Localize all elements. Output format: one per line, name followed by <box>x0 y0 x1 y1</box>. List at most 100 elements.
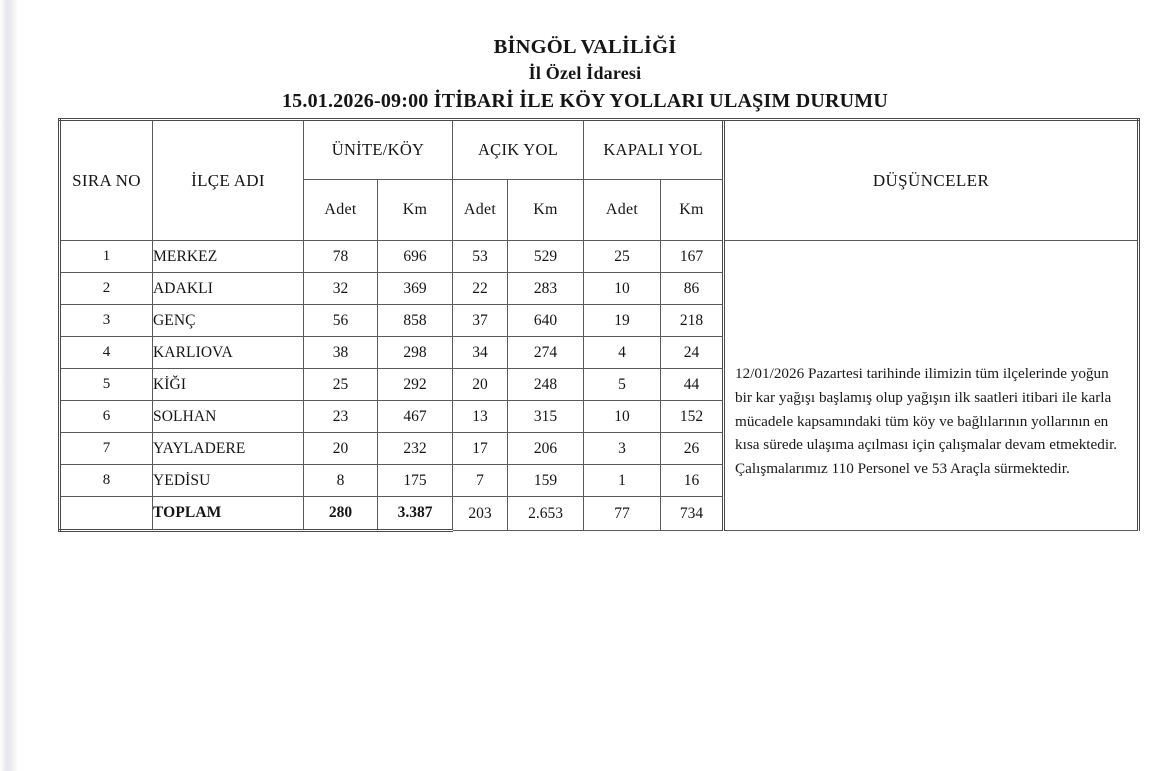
cell-acik-km: 529 <box>507 240 585 273</box>
cell-sira-no: 3 <box>58 304 153 337</box>
cell-acik-adet: 13 <box>452 400 509 433</box>
table-row: 4 KARLIOVA 38 298 34 274 4 24 <box>58 336 1139 369</box>
cell-ilce-adi: YAYLADERE <box>152 432 304 465</box>
cell-ilce-adi: KİĞI <box>152 368 304 401</box>
header-row-secondary: Adet Km Adet Km Adet Km <box>60 179 1139 241</box>
cell-kapali-adet: 25 <box>583 240 662 273</box>
cell-acik-adet: 37 <box>452 304 509 337</box>
table-row: 1 MERKEZ 78 696 53 529 25 167 12/01/2026… <box>58 240 1141 531</box>
cell-total-acik-adet: 203 <box>452 496 509 531</box>
cell-ilce-adi: YEDİSU <box>152 464 304 497</box>
cell-acik-adet: 53 <box>452 240 509 273</box>
cell-ilce-adi: ADAKLI <box>152 272 304 305</box>
title-line-organization: BİNGÖL VALİLİĞİ <box>493 36 677 58</box>
cell-acik-adet: 20 <box>452 368 509 401</box>
table-row: 7 YAYLADERE 20 232 17 206 3 26 <box>58 432 1139 465</box>
cell-kapali-adet: 4 <box>583 336 662 369</box>
cell-acik-km: 640 <box>507 304 585 337</box>
cell-total-kapali-km: 734 <box>660 496 725 531</box>
cell-kapali-km: 16 <box>660 464 725 497</box>
cell-total-unite-km: 3.387 <box>376 496 454 532</box>
cell-unite-km: 292 <box>376 368 454 401</box>
header-acik-km: Km <box>507 179 585 241</box>
header-acik-adet: Adet <box>452 179 509 241</box>
table-header: SIRA NO İLÇE ADI ÜNİTE/KÖY AÇIK YOL KAPA… <box>58 118 1141 241</box>
cell-ilce-adi: MERKEZ <box>152 240 304 273</box>
cell-acik-adet: 22 <box>452 272 509 305</box>
cell-unite-adet: 8 <box>303 464 378 497</box>
cell-acik-adet: 7 <box>452 464 509 497</box>
cell-kapali-adet: 3 <box>583 432 662 465</box>
cell-unite-km: 369 <box>376 272 454 305</box>
cell-acik-km: 315 <box>507 400 585 433</box>
cell-ilce-adi: SOLHAN <box>152 400 304 433</box>
cell-kapali-adet: 19 <box>583 304 662 337</box>
header-unite-adet: Adet <box>303 179 378 241</box>
cell-unite-adet: 38 <box>303 336 378 369</box>
cell-acik-km: 248 <box>507 368 585 401</box>
cell-unite-adet: 78 <box>303 240 378 273</box>
header-kapali-yol: KAPALI YOL <box>583 118 725 180</box>
cell-unite-adet: 32 <box>303 272 378 305</box>
cell-unite-km: 858 <box>376 304 454 337</box>
table-total-row: TOPLAM 280 3.387 203 2.653 77 734 <box>58 496 1139 532</box>
cell-kapali-km: 218 <box>660 304 725 337</box>
table-body: 1 MERKEZ 78 696 53 529 25 167 12/01/2026… <box>58 240 1141 532</box>
cell-sira-no: 1 <box>58 240 153 273</box>
cell-unite-adet: 56 <box>303 304 378 337</box>
cell-total-label: TOPLAM <box>152 496 304 532</box>
report-table-container: SIRA NO İLÇE ADI ÜNİTE/KÖY AÇIK YOL KAPA… <box>58 118 1141 532</box>
cell-total-sira-no <box>58 496 153 532</box>
cell-total-acik-km: 2.653 <box>507 496 585 531</box>
header-acik-yol: AÇIK YOL <box>452 118 585 180</box>
header-ilce-adi: İLÇE ADI <box>152 118 304 241</box>
cell-kapali-km: 152 <box>660 400 725 433</box>
cell-sira-no: 8 <box>58 464 153 497</box>
header-sira-no: SIRA NO <box>58 118 153 241</box>
header-dusunceler: DÜŞÜNCELER <box>722 118 1141 241</box>
cell-kapali-adet: 10 <box>583 400 662 433</box>
header-kapali-adet: Adet <box>583 179 662 241</box>
cell-ilce-adi: GENÇ <box>152 304 304 337</box>
cell-sira-no: 4 <box>58 336 153 369</box>
cell-unite-adet: 25 <box>303 368 378 401</box>
cell-kapali-adet: 5 <box>583 368 662 401</box>
cell-acik-km: 206 <box>507 432 585 465</box>
cell-acik-km: 159 <box>507 464 585 497</box>
title-line-report: 15.01.2026-09:00 İTİBARİ İLE KÖY YOLLARI… <box>281 90 889 113</box>
road-status-table: SIRA NO İLÇE ADI ÜNİTE/KÖY AÇIK YOL KAPA… <box>58 118 1141 532</box>
cell-unite-adet: 20 <box>303 432 378 465</box>
cell-kapali-km: 167 <box>660 240 725 273</box>
title-line-department: İl Özel İdaresi <box>528 63 642 84</box>
document-title-block: BİNGÖL VALİLİĞİ İl Özel İdaresi 15.01.20… <box>0 33 1170 116</box>
cell-ilce-adi: KARLIOVA <box>152 336 304 369</box>
cell-kapali-km: 44 <box>660 368 725 401</box>
cell-unite-adet: 23 <box>303 400 378 433</box>
cell-unite-km: 298 <box>376 336 454 369</box>
cell-unite-km: 467 <box>376 400 454 433</box>
cell-acik-km: 283 <box>507 272 585 305</box>
header-row-primary: SIRA NO İLÇE ADI ÜNİTE/KÖY AÇIK YOL KAPA… <box>58 118 1141 241</box>
cell-kapali-km: 24 <box>660 336 725 369</box>
cell-kapali-adet: 1 <box>583 464 662 497</box>
cell-total-kapali-adet: 77 <box>583 496 662 531</box>
cell-kapali-km: 26 <box>660 432 725 465</box>
cell-sira-no: 7 <box>58 432 153 465</box>
header-unite-km: Km <box>376 179 454 241</box>
header-kapali-km: Km <box>660 179 725 241</box>
cell-acik-km: 274 <box>507 336 585 369</box>
cell-kapali-adet: 10 <box>583 272 662 305</box>
cell-total-unite-adet: 280 <box>303 496 378 532</box>
cell-kapali-km: 86 <box>660 272 725 305</box>
notes-cell: 12/01/2026 Pazartesi tarihinde ilimizin … <box>722 240 1141 531</box>
header-unite-koy: ÜNİTE/KÖY <box>302 118 454 180</box>
cell-sira-no: 5 <box>58 368 153 401</box>
table-row: 5 KİĞI 25 292 20 248 5 44 <box>58 368 1139 401</box>
cell-acik-adet: 17 <box>452 432 509 465</box>
table-row: 6 SOLHAN 23 467 13 315 10 152 <box>58 400 1139 433</box>
notes-text: 12/01/2026 Pazartesi tarihinde ilimizin … <box>735 365 1118 478</box>
cell-sira-no: 6 <box>58 400 153 433</box>
cell-unite-km: 696 <box>376 240 454 273</box>
cell-unite-km: 175 <box>376 464 454 497</box>
